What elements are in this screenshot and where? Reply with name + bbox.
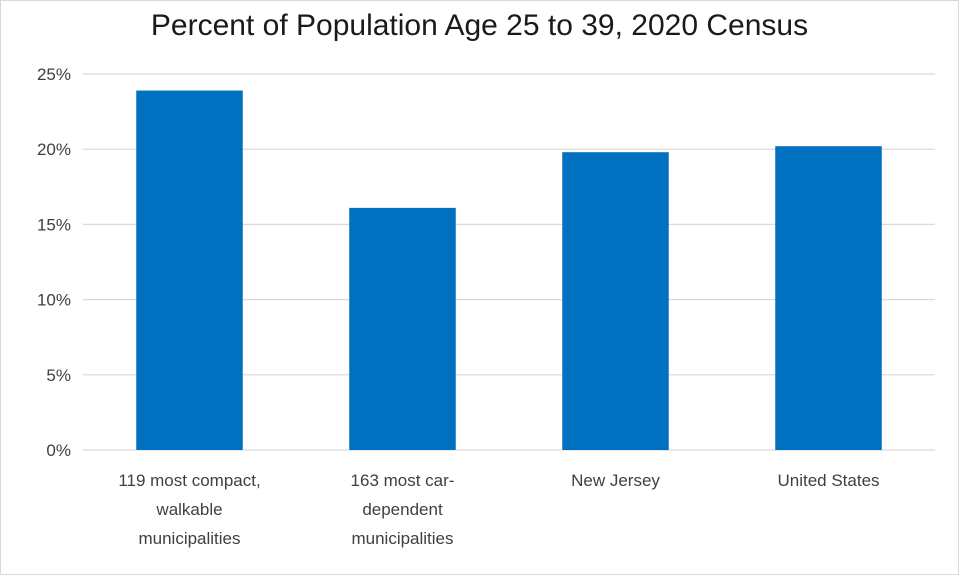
- x-category-label: 163 most car-dependent municipalities: [351, 471, 455, 548]
- x-category-label: United States: [777, 471, 879, 490]
- bar: [562, 152, 669, 450]
- x-category-label: 119 most compact, walkable municipalities: [118, 471, 260, 548]
- y-tick-label: 0%: [46, 441, 71, 460]
- y-tick-label: 10%: [37, 291, 71, 310]
- y-tick-label: 15%: [37, 215, 71, 234]
- y-tick-label: 5%: [46, 366, 71, 385]
- bar: [775, 146, 882, 450]
- x-category-label: New Jersey: [571, 471, 660, 490]
- bar: [349, 207, 456, 450]
- y-tick-label: 25%: [37, 65, 71, 84]
- bar: [136, 90, 243, 450]
- chart-title: Percent of Population Age 25 to 39, 2020…: [150, 9, 809, 42]
- y-tick-label: 20%: [37, 140, 71, 159]
